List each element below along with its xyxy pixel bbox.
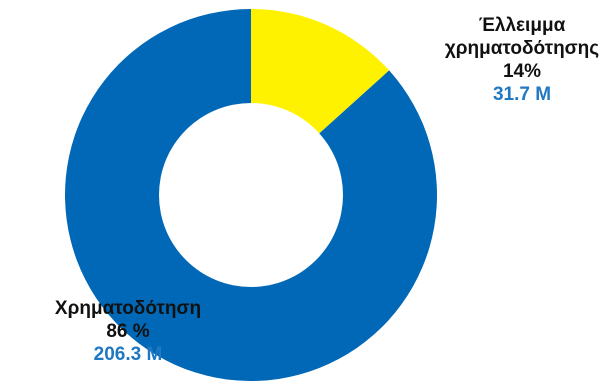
slice-amount: 31.7 M [492, 84, 552, 105]
slice-percent: 14% [502, 61, 542, 82]
slice-name-line: χρηματοδότησης [444, 38, 600, 59]
slice-name-line: Χρηματοδότηση [54, 298, 202, 319]
slice-label-funding-gap: Έλλειμμα χρηματοδότησης 14% 31.7 M [430, 14, 614, 106]
donut-hole [159, 103, 343, 287]
slice-amount: 206.3 M [93, 344, 163, 365]
slice-label-funding: Χρηματοδότηση 86 % 206.3 M [8, 297, 248, 366]
slice-name-line: Έλλειμμα [478, 15, 566, 36]
slice-percent: 86 % [106, 321, 150, 342]
